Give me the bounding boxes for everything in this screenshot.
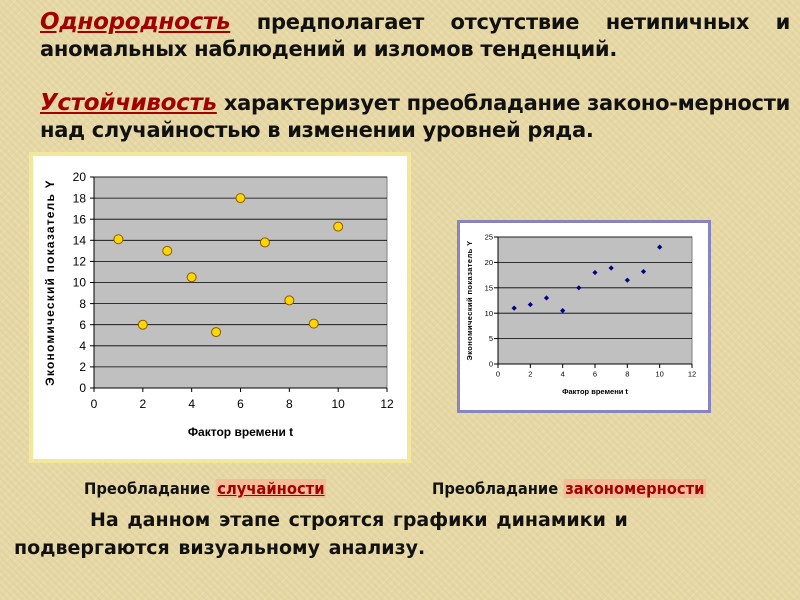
- homogeneity-term: Однородность: [40, 9, 231, 35]
- x-tick-label: 2: [528, 370, 532, 379]
- y-tick-label: 8: [79, 297, 86, 311]
- data-point: [284, 295, 295, 306]
- analysis-note: На данном этапе строятся графики динамик…: [14, 509, 628, 559]
- homogeneity-paragraph: Однородность предполагает отсутствие нет…: [40, 9, 790, 63]
- x-tick-label: 8: [286, 397, 293, 411]
- trend-scatter-chart: 0 5 10 15 20 25 0 2 4 6 8 10 12 Фактор времени t Эконо…: [457, 220, 711, 413]
- x-tick-label: 0: [91, 397, 98, 411]
- y-tick-label: 20: [73, 170, 87, 184]
- y-axis-label: Экономический показатель Y: [465, 240, 474, 360]
- caption-regularity: Преобладание закономерности: [432, 479, 707, 498]
- data-point: [640, 268, 647, 275]
- y-tick-label: 18: [73, 191, 87, 205]
- x-tick-label: 4: [561, 370, 565, 379]
- caption-randomness-highlight: случайности: [215, 479, 327, 498]
- y-tick-label: 12: [73, 255, 87, 269]
- caption-regularity-highlight: закономерности: [563, 479, 707, 498]
- homogeneity-text: предполагает отсутствие нетипичных и ано…: [40, 10, 790, 61]
- data-point: [592, 269, 598, 276]
- x-axis-label: Фактор времени t: [562, 387, 628, 396]
- x-tick-label: 10: [655, 370, 663, 379]
- y-tick-label: 5: [489, 334, 493, 343]
- data-point: [333, 221, 344, 232]
- data-point: [511, 305, 517, 311]
- y-tick-label: 2: [79, 360, 86, 374]
- random-scatter-chart: 0 2 4 6 8 10 12 14 16 18 20 0 2 4 6 8 10 12 Фактор времени…: [29, 152, 411, 463]
- data-point: [162, 245, 173, 256]
- caption-randomness-prefix: Преобладание: [84, 479, 211, 498]
- x-tick-label: 12: [380, 397, 394, 411]
- y-tick-label: 6: [79, 318, 86, 332]
- data-point: [211, 327, 222, 338]
- caption-randomness: Преобладание случайности: [84, 479, 327, 498]
- stability-paragraph: Устойчивость характеризует преобладание …: [40, 90, 790, 144]
- x-tick-label: 4: [188, 397, 195, 411]
- x-tick-label: 10: [331, 397, 345, 411]
- y-tick-label: 15: [485, 283, 493, 292]
- caption-regularity-prefix: Преобладание: [432, 479, 559, 498]
- y-tick-label: 14: [73, 234, 87, 248]
- y-tick-label: 20: [485, 258, 493, 267]
- data-point: [186, 272, 197, 283]
- y-tick-label: 0: [489, 360, 493, 369]
- y-tick-label: 25: [485, 233, 493, 242]
- y-tick-label: 4: [79, 339, 86, 353]
- x-axis-label: Фактор времени t: [188, 425, 293, 439]
- trend-scatter-svg: 0 5 10 15 20 25 0 2 4 6 8 10 12 Фактор времени t Эконо…: [465, 233, 696, 396]
- random-scatter-svg: 0 2 4 6 8 10 12 14 16 18 20 0 2 4 6 8 10 12 Фактор времени…: [43, 170, 394, 439]
- data-point: [113, 234, 124, 245]
- y-tick-label: 10: [485, 309, 493, 318]
- y-tick-label: 16: [73, 212, 87, 226]
- x-tick-label: 12: [688, 370, 696, 379]
- x-tick-label: 6: [237, 397, 244, 411]
- stability-term: Устойчивость: [40, 90, 217, 116]
- data-point: [259, 237, 270, 248]
- y-axis-label: Экономический показатель Y: [43, 179, 57, 386]
- x-tick-label: 8: [625, 370, 629, 379]
- x-tick-label: 2: [139, 397, 146, 411]
- x-tick-label: 0: [496, 370, 500, 379]
- data-point: [308, 318, 319, 329]
- x-tick-label: 6: [593, 370, 597, 379]
- data-point: [235, 193, 246, 204]
- y-tick-label: 0: [79, 381, 86, 395]
- stability-text: характеризует преобладание законо-мернос…: [40, 91, 790, 142]
- y-tick-label: 10: [73, 276, 87, 290]
- plot-area: [497, 236, 693, 365]
- data-point: [137, 319, 148, 330]
